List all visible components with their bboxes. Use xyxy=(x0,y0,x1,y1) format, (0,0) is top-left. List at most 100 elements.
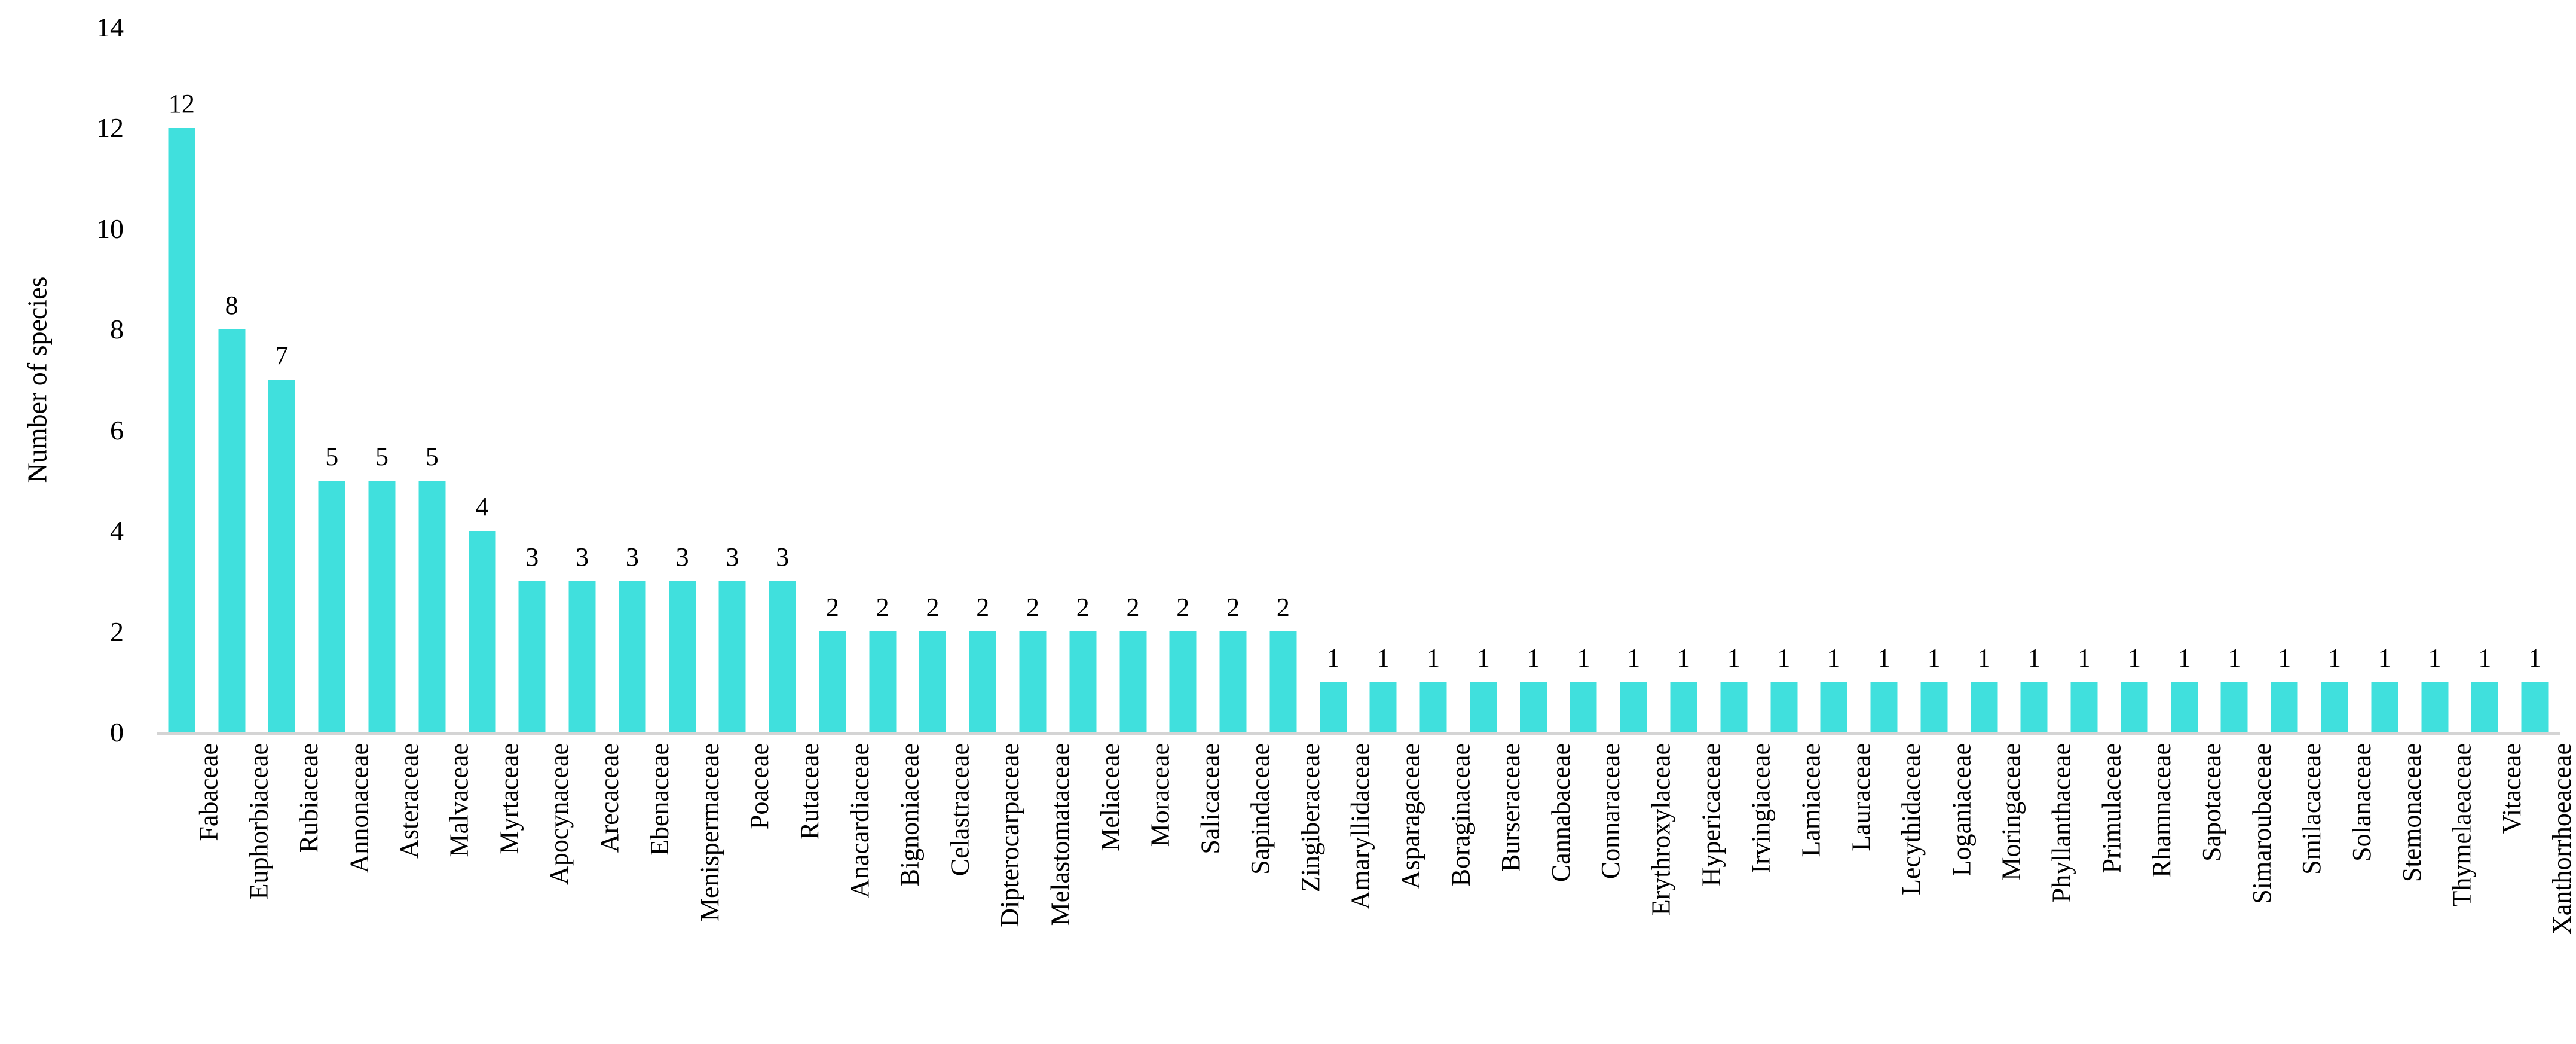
bar xyxy=(718,581,746,732)
y-tick-label: 2 xyxy=(110,616,124,647)
bar xyxy=(1019,631,1047,732)
category-label: Xanthorrhoeaceae xyxy=(2547,743,2576,935)
bar-value-label: 1 xyxy=(1627,643,1641,673)
bar-value-label: 5 xyxy=(325,442,339,471)
bar xyxy=(418,481,446,732)
bar xyxy=(969,631,996,732)
bar xyxy=(2471,682,2498,732)
bar-value-label: 1 xyxy=(1827,643,1841,673)
bar-value-label: 2 xyxy=(876,593,889,622)
bar-value-label: 1 xyxy=(2228,643,2241,673)
bar-column: 5 Asteraceae xyxy=(357,0,424,1044)
bar-value-label: 4 xyxy=(475,492,489,521)
bar-value-label: 2 xyxy=(1176,593,1190,622)
bar-value-label: 1 xyxy=(2078,643,2091,673)
y-tick-label: 14 xyxy=(96,11,124,42)
bar xyxy=(2121,682,2148,732)
bar-value-label: 3 xyxy=(525,542,539,572)
bar xyxy=(1570,682,1597,732)
bar-value-label: 1 xyxy=(2027,643,2041,673)
bar xyxy=(1219,631,1247,732)
bar xyxy=(619,581,646,732)
bar-column: 1 Phyllanthaceae xyxy=(2009,0,2076,1044)
bar-column: 7 Rubiaceae xyxy=(257,0,323,1044)
bar xyxy=(318,481,345,732)
bar-column: 2 Dipterocarpaceae xyxy=(957,0,1024,1044)
bar-value-label: 5 xyxy=(425,442,439,471)
bar-column: 5 Annonaceae xyxy=(307,0,374,1044)
bar xyxy=(1169,631,1197,732)
bar-value-label: 1 xyxy=(1877,643,1891,673)
bar-column: 2 Salicaceae xyxy=(1158,0,1225,1044)
bar-value-label: 1 xyxy=(2428,643,2442,673)
bar xyxy=(1269,631,1297,732)
bar xyxy=(919,631,946,732)
bar-column: 2 Bignoniaceae xyxy=(858,0,925,1044)
bar-value-label: 8 xyxy=(225,291,238,320)
y-tick-label: 6 xyxy=(110,414,124,445)
bar-column: 1 Hypericaceae xyxy=(1659,0,1726,1044)
bar-column: 1 Moringaceae xyxy=(1959,0,2026,1044)
bar-column: 1 Sapotaceae xyxy=(2159,0,2226,1044)
bar-column: 1 Lauraceae xyxy=(1809,0,1876,1044)
bar-column: 1 Smilacaceae xyxy=(2259,0,2326,1044)
y-axis-title: Number of species xyxy=(22,276,53,483)
bar-value-label: 1 xyxy=(2378,643,2391,673)
bar xyxy=(1419,682,1447,732)
bar-value-label: 3 xyxy=(776,542,790,572)
bar xyxy=(218,329,246,732)
bar-value-label: 1 xyxy=(1727,643,1740,673)
bar-column: 1 Thymelaeaceae xyxy=(2410,0,2477,1044)
y-tick-label: 10 xyxy=(96,213,124,244)
bar xyxy=(2171,682,2198,732)
bar-column: 1 Lamiaceae xyxy=(1759,0,1826,1044)
bar xyxy=(1971,682,1998,732)
bar-value-label: 3 xyxy=(675,542,689,572)
bar-column: 2 Sapindaceae xyxy=(1208,0,1275,1044)
bar-value-label: 12 xyxy=(168,89,195,118)
bar xyxy=(2521,682,2549,732)
bar xyxy=(1670,682,1697,732)
bar-value-label: 1 xyxy=(1577,643,1590,673)
bar-value-label: 1 xyxy=(2127,643,2141,673)
bar xyxy=(268,380,295,732)
bar-value-label: 2 xyxy=(1026,593,1039,622)
bar-value-label: 1 xyxy=(1376,643,1390,673)
bar xyxy=(1770,682,1798,732)
bar xyxy=(1620,682,1647,732)
bar-column: 1 Cannabaceae xyxy=(1509,0,1575,1044)
bar-value-label: 1 xyxy=(2328,643,2342,673)
bar xyxy=(1069,631,1097,732)
bar xyxy=(1870,682,1898,732)
bar-value-label: 2 xyxy=(976,593,990,622)
bar-column: 1 Loganiaceae xyxy=(1909,0,1976,1044)
bar-column: 1 Vitaceae xyxy=(2459,0,2526,1044)
bar-value-label: 1 xyxy=(1677,643,1690,673)
bar xyxy=(669,581,696,732)
bar xyxy=(518,581,546,732)
bar-value-label: 5 xyxy=(375,442,388,471)
bar-column: 3 Menispermaceae xyxy=(657,0,724,1044)
bar-column: 1 Stemonaceae xyxy=(2360,0,2427,1044)
bar-value-label: 2 xyxy=(1126,593,1140,622)
bar-column: 1 Simaroubaceae xyxy=(2210,0,2276,1044)
bar-column: 2 Moraceae xyxy=(1108,0,1175,1044)
bar-value-label: 1 xyxy=(2278,643,2292,673)
bar-value-label: 1 xyxy=(2528,643,2542,673)
bar-column: 1 Amaryllidaceae xyxy=(1308,0,1375,1044)
y-tick-label: 0 xyxy=(110,717,124,747)
bar-column: 2 Anacardiaceae xyxy=(807,0,874,1044)
bar-value-label: 3 xyxy=(576,542,589,572)
bar xyxy=(469,531,495,732)
bar xyxy=(819,631,846,732)
bar xyxy=(869,631,897,732)
bar-value-label: 1 xyxy=(2177,643,2191,673)
y-tick-label: 4 xyxy=(110,515,124,546)
bar-column: 1 Erythroxylaceae xyxy=(1608,0,1675,1044)
bar xyxy=(1720,682,1748,732)
bar-value-label: 2 xyxy=(825,593,839,622)
bar xyxy=(2070,682,2098,732)
bar xyxy=(1520,682,1547,732)
bar-value-label: 1 xyxy=(1427,643,1440,673)
